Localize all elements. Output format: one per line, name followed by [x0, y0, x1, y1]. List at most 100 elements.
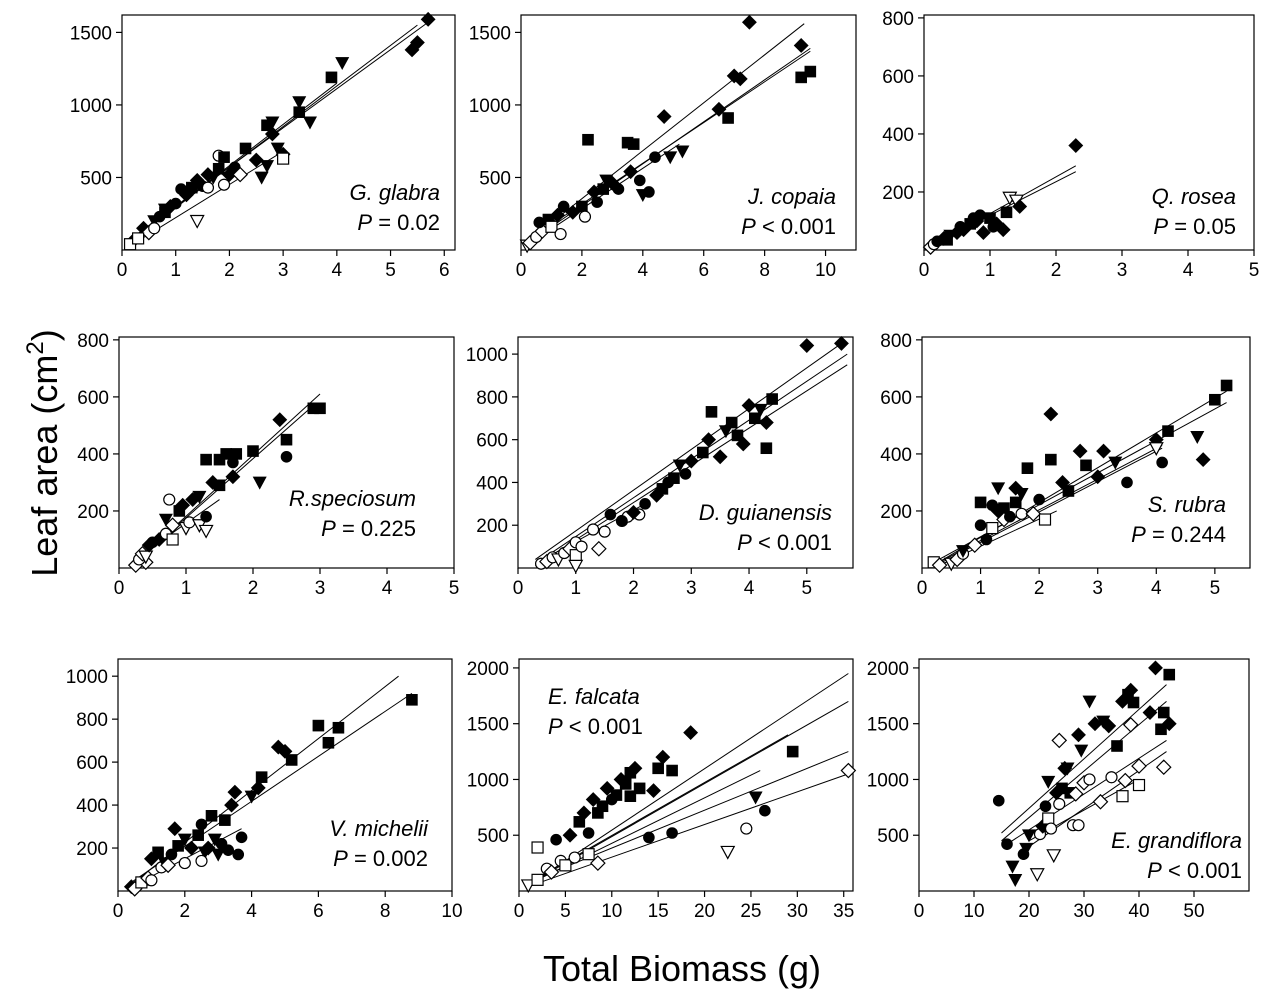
data-point-square-open — [166, 533, 179, 546]
x-tick-label: 2 — [224, 260, 235, 281]
data-point-square-filled — [1163, 668, 1176, 681]
data-point-diamond-filled — [1012, 199, 1028, 214]
data-point-diamond-filled — [741, 14, 757, 30]
p-symbol: P — [357, 210, 372, 235]
p-value-label: P < 0.001 — [737, 530, 832, 555]
data-point-circle-open — [586, 523, 600, 536]
x-tick-label: 10 — [601, 901, 622, 922]
y-tick-label: 400 — [880, 445, 912, 466]
x-tick-label: 40 — [1128, 901, 1149, 922]
data-point-diamond-open — [1122, 716, 1139, 733]
data-point-triangle-filled — [192, 490, 207, 504]
x-tick-label: 1 — [181, 578, 192, 599]
data-point-diamond-filled — [683, 725, 699, 741]
panel-4: 0 1 2 3 4 5 200 400 600 800 R.speciosum P = 0.225 — [77, 331, 459, 599]
data-point-square-filled — [1209, 393, 1221, 406]
y-tick-label: 600 — [476, 431, 508, 452]
data-point-circle-filled — [633, 174, 646, 187]
data-point-triangle-filled — [335, 57, 350, 71]
data-point-triangle-filled — [1190, 431, 1205, 444]
data-point-circle-filled — [169, 197, 182, 210]
data-point-circle-filled — [235, 831, 248, 844]
plot-frame — [117, 658, 453, 892]
data-point-triangle-filled — [177, 833, 192, 847]
x-tick-label: 0 — [114, 578, 125, 599]
data-point-triangle-filled — [753, 403, 768, 417]
data-point-triangle-filled — [1041, 775, 1056, 789]
regression-line — [535, 343, 842, 560]
data-point-circle-filled — [222, 844, 235, 856]
data-point-diamond-filled — [793, 38, 809, 53]
species-label: J. copaia — [747, 184, 836, 209]
data-point-square-open — [1132, 778, 1146, 792]
data-point-square-filled — [619, 778, 632, 790]
data-point-diamond-filled — [1043, 406, 1059, 422]
data-point-diamond-filled — [227, 784, 243, 800]
y-tick-label: 600 — [77, 388, 109, 409]
data-point-square-filled — [1157, 706, 1170, 719]
y-tick-label: 800 — [476, 388, 508, 409]
x-tick-label: 2 — [1034, 578, 1045, 599]
data-point-diamond-open — [931, 557, 948, 573]
y-tick-label: 600 — [76, 753, 108, 774]
data-point-diamond-open — [160, 857, 176, 874]
data-point-triangle-open — [1046, 849, 1062, 864]
data-point-diamond-filled — [1148, 660, 1163, 676]
data-point-circle-filled — [1039, 800, 1052, 813]
x-tick-label: 2 — [180, 901, 191, 922]
data-point-circle-filled — [1001, 838, 1013, 850]
data-point-square-filled — [656, 483, 669, 495]
x-tick-label: 8 — [759, 260, 770, 281]
y-tick-label: 400 — [76, 796, 108, 817]
data-point-circle-filled — [649, 151, 661, 163]
data-point-square-filled — [795, 71, 807, 84]
p-value-label: P < 0.001 — [741, 214, 836, 239]
y-tick-label: 1500 — [70, 23, 112, 44]
data-point-diamond-open — [1155, 759, 1172, 776]
data-point-square-filled — [1080, 459, 1092, 472]
panel-2: 0 2 4 6 8 10 500 1000 1500 J. copaia P < 0.001 — [469, 14, 857, 281]
data-point-triangle-open — [198, 524, 214, 539]
data-point-square-open — [1116, 790, 1129, 803]
data-point-diamond-filled — [550, 207, 565, 223]
data-point-diamond-filled — [683, 453, 699, 469]
data-point-diamond-filled — [1161, 716, 1177, 732]
data-point-square-open — [277, 152, 290, 165]
p-symbol: P — [1153, 214, 1168, 239]
p-symbol: P — [1131, 522, 1146, 547]
data-point-diamond-filled — [627, 760, 643, 776]
x-tick-label: 5 — [802, 578, 813, 599]
y-tick-label: 2000 — [467, 659, 509, 680]
data-point-diamond-filled — [799, 338, 815, 353]
y-tick-label: 1000 — [70, 96, 112, 117]
data-point-square-filled — [212, 162, 225, 175]
data-point-triangle-filled — [252, 476, 267, 490]
data-point-diamond-filled — [248, 152, 264, 168]
data-point-diamond-open — [543, 864, 560, 880]
species-label: R.speciosum — [289, 486, 416, 511]
plot-frame — [518, 658, 854, 892]
data-point-square-open — [545, 220, 558, 233]
data-point-triangle-open — [138, 550, 154, 565]
p-value: = 0.244 — [1146, 522, 1226, 547]
data-point-square-open — [559, 859, 572, 872]
p-value: < 0.001 — [563, 714, 643, 739]
data-point-circle-open — [183, 516, 196, 529]
data-point-circle-open — [1105, 771, 1118, 784]
panel-7: 0 2 4 6 8 10 200 400 600 800 1000 V. michelii P = 0.… — [66, 658, 463, 922]
data-point-square-filled — [314, 402, 326, 415]
data-point-circle-filled — [1156, 456, 1168, 469]
data-point-triangle-filled — [157, 203, 172, 217]
data-point-square-filled — [322, 736, 335, 749]
p-value-label: P = 0.05 — [1153, 214, 1236, 239]
data-point-square-filled — [1220, 379, 1233, 392]
x-tick-label: 10 — [441, 901, 462, 922]
plot-frame — [118, 336, 455, 569]
y-tick-label: 500 — [80, 168, 112, 189]
species-label: V. michelii — [329, 816, 429, 841]
panel-9: 0 10 20 30 40 50 500 1000 1500 2000 E. grandiflora… — [867, 658, 1250, 922]
data-point-square-filled — [652, 762, 664, 775]
data-point-square-open — [986, 521, 999, 535]
x-tick-label: 5 — [449, 578, 460, 599]
data-point-circle-open — [148, 222, 161, 235]
